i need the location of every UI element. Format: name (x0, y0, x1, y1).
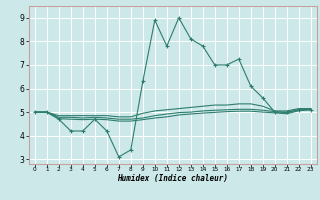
X-axis label: Humidex (Indice chaleur): Humidex (Indice chaleur) (117, 174, 228, 183)
